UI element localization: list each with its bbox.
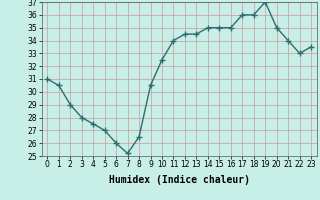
X-axis label: Humidex (Indice chaleur): Humidex (Indice chaleur): [109, 175, 250, 185]
